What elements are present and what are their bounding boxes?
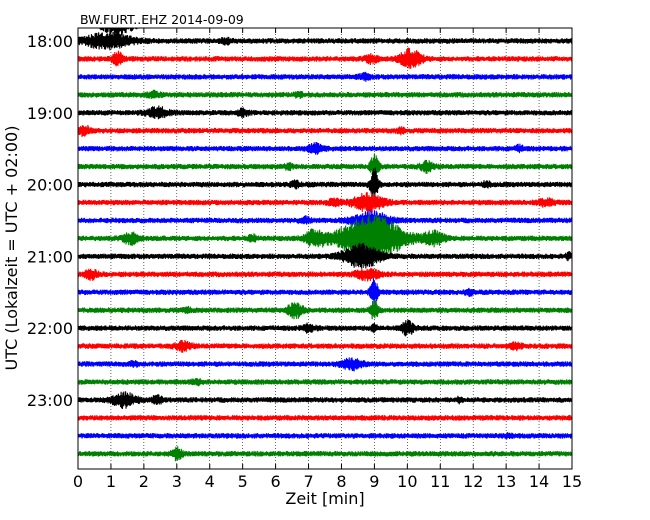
trace-row-1800	[78, 31, 572, 51]
x-tick-label: 4	[205, 472, 215, 491]
x-tick-label: 14	[529, 472, 549, 491]
x-tick-label: 7	[303, 472, 313, 491]
x-tick-label: 5	[238, 472, 248, 491]
trace-row-2015	[78, 192, 572, 213]
trace-row-1845	[78, 89, 572, 100]
trace-row-2030	[78, 210, 572, 231]
trace-row-2215	[78, 339, 572, 353]
x-tick-label: 15	[562, 472, 582, 491]
trace-row-2345	[78, 446, 572, 462]
y-tick-label: 20:00	[27, 176, 73, 195]
x-axis-label: Zeit [min]	[285, 489, 364, 508]
y-tick-label: 21:00	[27, 247, 73, 266]
trace-row-2245	[78, 378, 572, 387]
trace-row-1945	[78, 153, 572, 177]
trace-row-2300	[78, 391, 572, 409]
x-axis-ticks: 0 1 2 3 4 5 6 7 8 9 10 11 12 13 14 15	[73, 28, 582, 491]
trace-row-2145	[78, 299, 572, 320]
x-tick-label: 6	[271, 472, 281, 491]
x-tick-label: 1	[106, 472, 116, 491]
trace-row-2315	[78, 415, 572, 421]
trace-row-2045	[78, 214, 572, 263]
y-tick-label: 22:00	[27, 319, 73, 338]
x-tick-label: 8	[336, 472, 346, 491]
trace-row-2230	[78, 357, 572, 372]
trace-row-1915	[78, 124, 572, 137]
trace-row-2000	[78, 167, 572, 199]
plot-frame	[77, 27, 573, 470]
x-tick-label: 10	[397, 472, 417, 491]
x-tick-label: 2	[139, 472, 149, 491]
chart-title: BW.FURT..EHZ 2014-09-09	[80, 12, 244, 27]
x-tick-label: 11	[430, 472, 450, 491]
trace-row-1930	[78, 141, 572, 155]
trace-row-2100	[78, 243, 572, 269]
x-tick-label: 9	[369, 472, 379, 491]
y-tick-label: 19:00	[27, 104, 73, 123]
trace-row-2200	[78, 319, 572, 337]
y-tick-label: 23:00	[27, 391, 73, 410]
trace-group	[78, 28, 572, 462]
trace-row-1815	[78, 47, 572, 69]
x-tick-label: 0	[73, 472, 83, 491]
trace-row-2330	[78, 432, 572, 440]
trace-row-1830	[78, 71, 572, 82]
trace-row-2130	[78, 278, 572, 307]
y-tick-label: 18:00	[27, 32, 73, 51]
y-axis-label: UTC (Lokalzeit = UTC + 02:00)	[2, 126, 21, 371]
x-tick-label: 3	[172, 472, 182, 491]
trace-row-2115	[78, 267, 572, 282]
x-tick-label: 12	[463, 472, 483, 491]
trace-row-1900	[78, 105, 572, 120]
x-tick-label: 13	[496, 472, 516, 491]
y-axis-ticks: 18:00 19:00 20:00 21:00 22:00 23:00	[27, 32, 572, 410]
